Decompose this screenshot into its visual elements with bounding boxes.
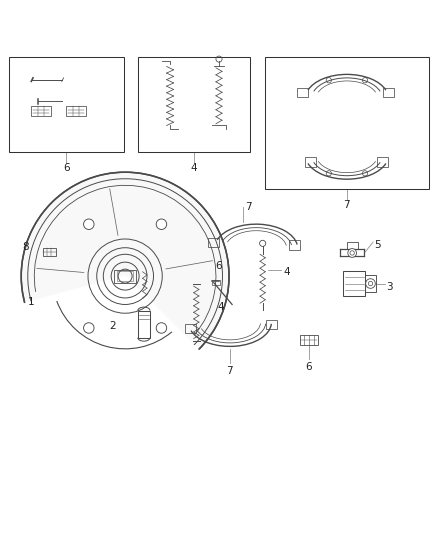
- Circle shape: [84, 219, 94, 230]
- Polygon shape: [15, 276, 206, 390]
- Bar: [384, 88, 394, 98]
- Text: 4: 4: [284, 268, 290, 277]
- Text: 7: 7: [245, 203, 252, 212]
- Bar: [212, 280, 220, 285]
- Bar: [138, 311, 150, 338]
- Bar: [343, 271, 365, 296]
- Bar: [43, 248, 56, 256]
- Text: 7: 7: [226, 366, 233, 376]
- Circle shape: [21, 172, 229, 380]
- Text: 1: 1: [28, 297, 35, 307]
- Bar: [290, 240, 300, 250]
- Circle shape: [156, 322, 167, 333]
- Text: 2: 2: [109, 321, 116, 330]
- Bar: [378, 157, 389, 167]
- Bar: [138, 57, 250, 152]
- Bar: [9, 57, 124, 152]
- Bar: [31, 106, 51, 116]
- Bar: [266, 320, 277, 329]
- Bar: [66, 106, 86, 116]
- Text: 5: 5: [374, 240, 381, 251]
- Text: 8: 8: [22, 241, 29, 252]
- Text: 6: 6: [63, 164, 70, 173]
- Bar: [297, 88, 308, 98]
- Bar: [305, 157, 316, 167]
- Bar: [184, 324, 195, 333]
- Text: 3: 3: [386, 282, 393, 292]
- Circle shape: [156, 219, 167, 230]
- Bar: [347, 242, 358, 249]
- Text: 7: 7: [343, 200, 350, 210]
- Text: 6: 6: [306, 362, 312, 372]
- Bar: [265, 57, 428, 189]
- Text: 6: 6: [215, 261, 222, 271]
- Circle shape: [366, 279, 375, 288]
- Bar: [300, 335, 318, 345]
- Circle shape: [348, 248, 357, 257]
- Text: 4: 4: [217, 302, 224, 312]
- Bar: [114, 270, 136, 282]
- Circle shape: [84, 322, 94, 333]
- Bar: [117, 271, 133, 281]
- Circle shape: [350, 251, 354, 255]
- Bar: [208, 238, 219, 247]
- Circle shape: [368, 281, 373, 286]
- Bar: [365, 275, 376, 292]
- Text: 4: 4: [191, 164, 197, 173]
